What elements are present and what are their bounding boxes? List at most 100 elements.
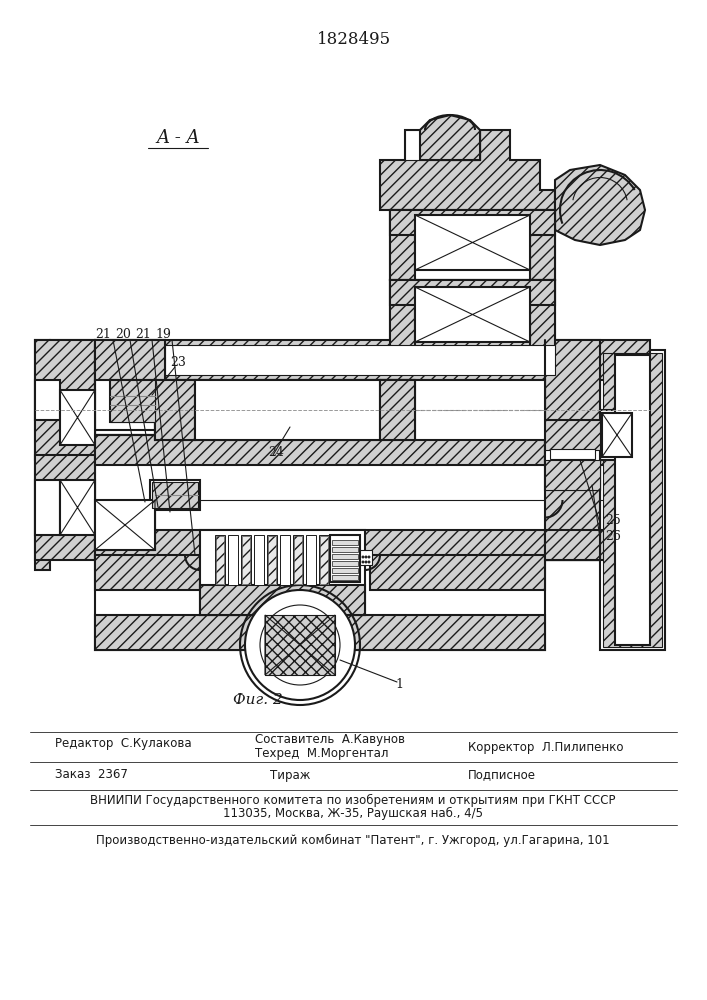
Polygon shape bbox=[152, 482, 198, 508]
Bar bbox=[195, 380, 380, 440]
Circle shape bbox=[368, 561, 370, 563]
Bar bbox=[332, 561, 358, 566]
Bar bbox=[60, 390, 95, 445]
Polygon shape bbox=[390, 210, 415, 280]
Polygon shape bbox=[95, 500, 110, 550]
Text: 26: 26 bbox=[605, 530, 621, 542]
Polygon shape bbox=[200, 530, 365, 615]
Bar bbox=[95, 500, 155, 550]
Polygon shape bbox=[242, 536, 250, 584]
Polygon shape bbox=[545, 420, 600, 490]
Text: 20: 20 bbox=[115, 328, 131, 342]
Bar bbox=[602, 413, 632, 457]
Text: ВНИИПИ Государственного комитета по изобретениям и открытиям при ГКНТ СССР: ВНИИПИ Государственного комитета по изоб… bbox=[90, 793, 616, 807]
Polygon shape bbox=[95, 435, 650, 560]
Text: Корректор  Л.Пилипенко: Корректор Л.Пилипенко bbox=[468, 742, 624, 754]
Polygon shape bbox=[555, 165, 645, 245]
Text: Техред  М.Моргентал: Техред М.Моргентал bbox=[255, 748, 389, 760]
Polygon shape bbox=[600, 410, 635, 460]
Polygon shape bbox=[545, 435, 600, 465]
Polygon shape bbox=[155, 380, 195, 440]
Bar bbox=[267, 535, 277, 585]
Circle shape bbox=[362, 561, 364, 563]
Bar bbox=[319, 535, 329, 585]
Polygon shape bbox=[390, 280, 555, 350]
Polygon shape bbox=[200, 585, 365, 615]
Bar bbox=[95, 345, 555, 375]
Bar bbox=[415, 215, 530, 270]
Polygon shape bbox=[268, 536, 276, 584]
Circle shape bbox=[365, 561, 367, 563]
Bar bbox=[405, 130, 480, 160]
Bar bbox=[241, 535, 251, 585]
Polygon shape bbox=[420, 115, 480, 160]
Polygon shape bbox=[545, 420, 600, 450]
Polygon shape bbox=[265, 615, 335, 675]
Polygon shape bbox=[390, 210, 555, 235]
Circle shape bbox=[245, 590, 355, 700]
Bar bbox=[150, 480, 200, 510]
Polygon shape bbox=[294, 536, 302, 584]
Polygon shape bbox=[545, 340, 640, 560]
Text: 113035, Москва, Ж-35, Раушская наб., 4/5: 113035, Москва, Ж-35, Раушская наб., 4/5 bbox=[223, 806, 483, 820]
Bar bbox=[60, 480, 95, 535]
Polygon shape bbox=[95, 615, 545, 650]
Bar bbox=[600, 350, 665, 650]
Bar bbox=[332, 575, 358, 580]
Text: 1828495: 1828495 bbox=[317, 31, 391, 48]
Polygon shape bbox=[35, 380, 60, 420]
Text: 19: 19 bbox=[155, 328, 171, 342]
Polygon shape bbox=[216, 536, 224, 584]
Polygon shape bbox=[530, 210, 555, 280]
Polygon shape bbox=[95, 555, 200, 590]
Bar bbox=[228, 535, 238, 585]
Polygon shape bbox=[380, 380, 415, 440]
Text: 23: 23 bbox=[170, 356, 186, 368]
Polygon shape bbox=[35, 480, 60, 535]
Bar bbox=[254, 535, 264, 585]
Polygon shape bbox=[380, 130, 555, 210]
Text: 1: 1 bbox=[395, 678, 403, 690]
Text: 21: 21 bbox=[135, 328, 151, 342]
Bar bbox=[332, 554, 358, 559]
Text: Производственно-издательский комбинат "Патент", г. Ужгород, ул.Гагарина, 101: Производственно-издательский комбинат "П… bbox=[96, 833, 610, 847]
Bar bbox=[550, 449, 595, 459]
Bar bbox=[332, 568, 358, 573]
Polygon shape bbox=[35, 455, 95, 560]
Circle shape bbox=[362, 556, 364, 558]
Polygon shape bbox=[110, 380, 155, 422]
Bar bbox=[332, 547, 358, 552]
Polygon shape bbox=[390, 280, 555, 305]
Text: 24: 24 bbox=[268, 446, 284, 458]
Polygon shape bbox=[95, 340, 165, 380]
Text: Фиг. 2: Фиг. 2 bbox=[233, 693, 283, 707]
Bar bbox=[110, 380, 155, 422]
Bar bbox=[332, 540, 358, 545]
Polygon shape bbox=[95, 435, 650, 465]
Polygon shape bbox=[50, 340, 650, 380]
Polygon shape bbox=[320, 536, 328, 584]
Text: 25: 25 bbox=[605, 514, 621, 526]
Text: 21: 21 bbox=[95, 328, 111, 342]
Circle shape bbox=[368, 556, 370, 558]
Polygon shape bbox=[545, 460, 600, 490]
Text: Редактор  С.Кулакова: Редактор С.Кулакова bbox=[55, 738, 192, 750]
Bar bbox=[280, 535, 290, 585]
Polygon shape bbox=[35, 340, 95, 460]
Bar bbox=[360, 550, 372, 565]
Bar bbox=[306, 535, 316, 585]
Polygon shape bbox=[603, 353, 662, 647]
Text: Подписное: Подписное bbox=[468, 768, 536, 782]
Polygon shape bbox=[390, 210, 555, 280]
Bar bbox=[155, 380, 545, 440]
Text: Составитель  А.Кавунов: Составитель А.Кавунов bbox=[255, 734, 405, 746]
Polygon shape bbox=[530, 280, 555, 350]
Polygon shape bbox=[95, 555, 545, 650]
Polygon shape bbox=[545, 530, 600, 560]
Polygon shape bbox=[140, 500, 155, 550]
Polygon shape bbox=[95, 530, 650, 560]
Bar bbox=[330, 535, 360, 582]
Text: A - A: A - A bbox=[156, 129, 200, 147]
Bar bbox=[615, 355, 650, 645]
Bar bbox=[293, 535, 303, 585]
